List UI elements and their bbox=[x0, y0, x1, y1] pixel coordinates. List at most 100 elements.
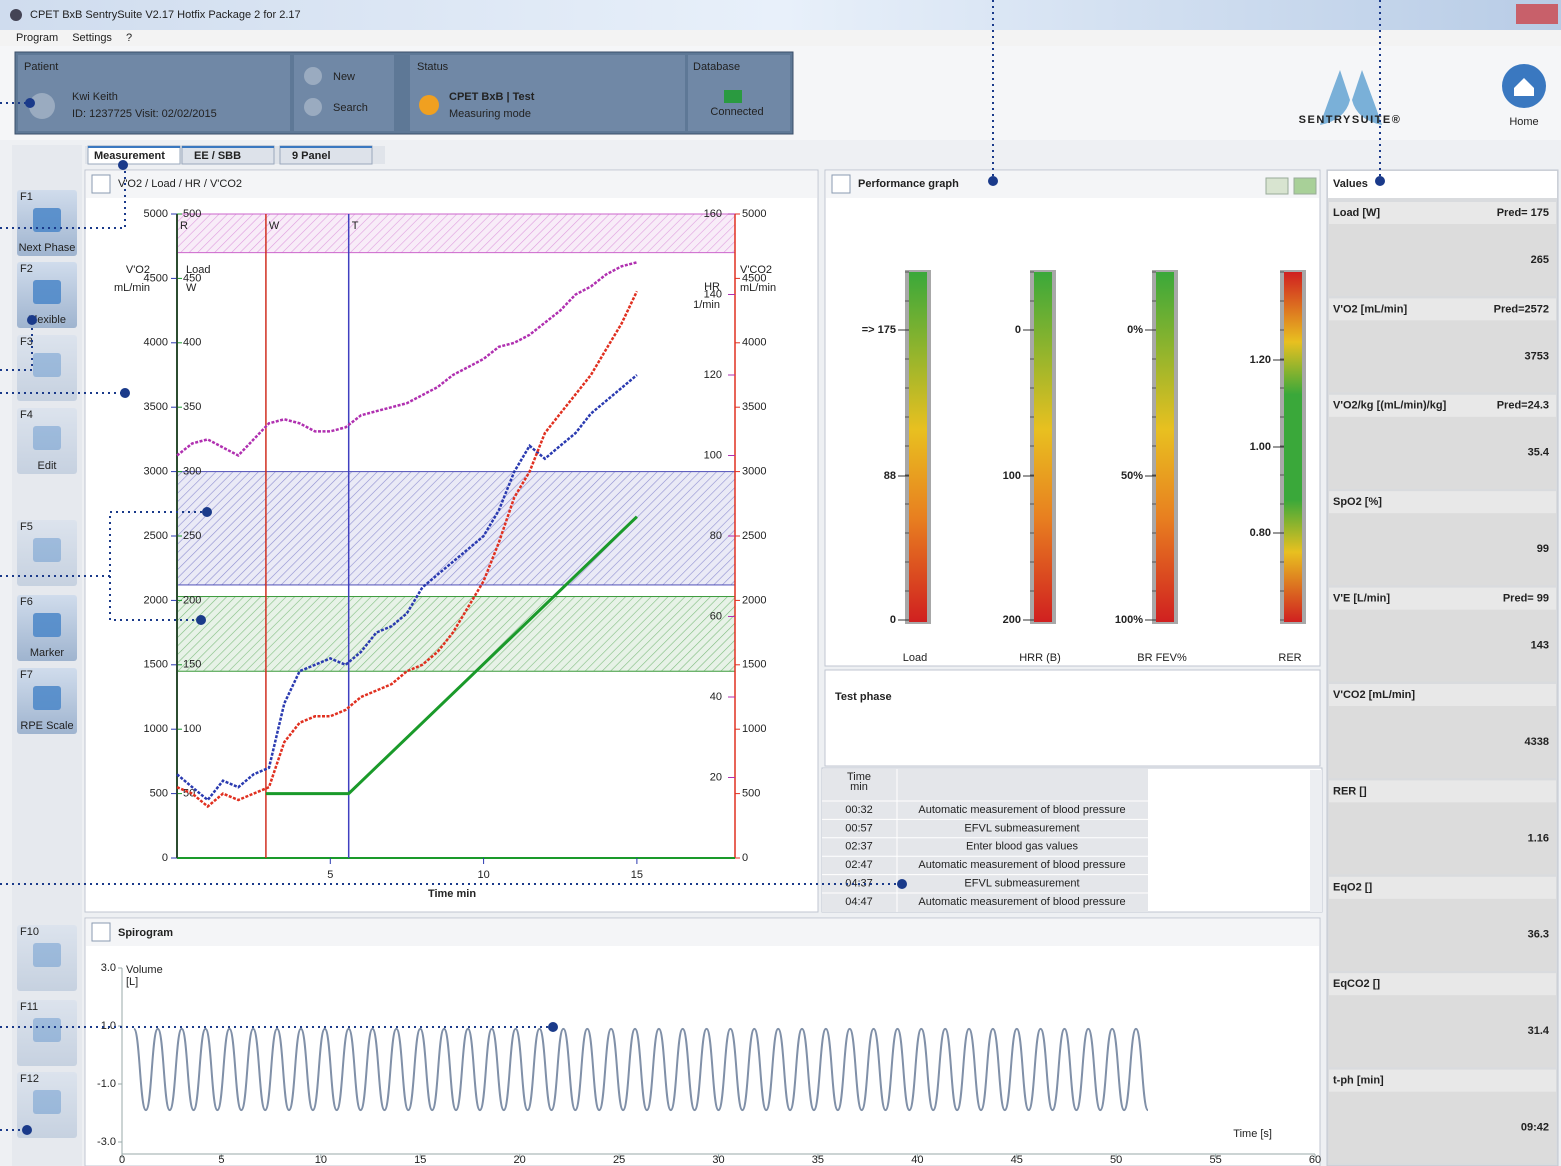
gauge-label: Load bbox=[903, 652, 927, 664]
panel-header bbox=[86, 171, 817, 198]
function-button[interactable] bbox=[17, 1072, 77, 1138]
value-tile-header bbox=[1329, 684, 1556, 706]
view-toggle[interactable] bbox=[1265, 177, 1289, 195]
value-label: EqCO2 [] bbox=[1333, 978, 1380, 990]
axis-label: 1/min bbox=[693, 299, 720, 311]
y-tick-label: 4000 bbox=[144, 337, 168, 349]
edit-icon[interactable] bbox=[91, 174, 111, 194]
menu-item[interactable]: Program bbox=[16, 32, 58, 44]
x-tick-label: 0 bbox=[119, 1154, 125, 1166]
home-icon bbox=[1514, 78, 1534, 96]
y-tick-label: 0 bbox=[162, 852, 168, 864]
patient-actions bbox=[294, 55, 394, 131]
value-label: V'O2/kg [(mL/min)/kg] bbox=[1333, 400, 1447, 412]
status-text: CPET BxB | Test bbox=[449, 91, 535, 103]
status-panel bbox=[410, 55, 685, 131]
tab-label[interactable]: Measurement bbox=[94, 150, 165, 162]
function-button[interactable] bbox=[17, 408, 77, 474]
new-icon[interactable] bbox=[304, 67, 322, 85]
callout-dot bbox=[25, 98, 35, 108]
value-pred: Pred= 175 bbox=[1497, 207, 1549, 219]
value-label: EqO2 [] bbox=[1333, 882, 1372, 894]
gauge-tick-label: 1.20 bbox=[1250, 354, 1271, 366]
value-tile-header bbox=[1329, 298, 1556, 321]
home-label[interactable]: Home bbox=[1509, 116, 1538, 128]
axis-label: Load bbox=[186, 264, 210, 276]
gauge bbox=[1156, 272, 1174, 622]
function-button[interactable] bbox=[17, 1000, 77, 1066]
x-tick-label: 5 bbox=[218, 1154, 224, 1166]
logo-icon bbox=[1320, 70, 1382, 125]
menu-item[interactable]: Settings bbox=[72, 32, 112, 44]
function-button[interactable] bbox=[17, 925, 77, 991]
gauge-tick-label: 0 bbox=[890, 614, 896, 626]
y-tick-label: 3.0 bbox=[101, 962, 116, 974]
button-icon bbox=[33, 943, 61, 967]
value-tile-header bbox=[1329, 876, 1556, 899]
x-tick-label: 30 bbox=[712, 1154, 724, 1166]
x-tick-label: 60 bbox=[1309, 1154, 1321, 1166]
view-toggle[interactable] bbox=[1293, 177, 1317, 195]
function-key: F4 bbox=[20, 409, 33, 421]
table-cell: 04:47 bbox=[845, 896, 873, 908]
y-tick-label: 3000 bbox=[742, 466, 766, 478]
x-tick-label: 20 bbox=[514, 1154, 526, 1166]
panel-header bbox=[86, 919, 1319, 946]
close-button[interactable] bbox=[1516, 4, 1558, 24]
menu-item[interactable]: ? bbox=[126, 32, 132, 44]
button-icon bbox=[33, 426, 61, 450]
axis-label: mL/min bbox=[740, 282, 776, 294]
panel-heading: Status bbox=[417, 61, 449, 73]
tab-label[interactable]: EE / SBB bbox=[194, 150, 241, 162]
scrollbar[interactable] bbox=[1310, 770, 1322, 912]
panel-header bbox=[1328, 171, 1557, 198]
value-tile-header bbox=[1329, 973, 1556, 996]
events-table bbox=[822, 769, 1148, 912]
status-mode: Measuring mode bbox=[449, 108, 531, 120]
y-tick-label: 1500 bbox=[144, 659, 168, 671]
y-tick-label: 3500 bbox=[144, 401, 168, 413]
test-phase-panel bbox=[824, 669, 1321, 767]
app-icon bbox=[10, 9, 22, 21]
axis-label: Time min bbox=[428, 888, 476, 900]
search-button[interactable]: Search bbox=[333, 102, 368, 114]
patient-panel bbox=[18, 55, 290, 131]
callout-dot bbox=[897, 879, 907, 889]
data-line bbox=[176, 374, 638, 802]
callout-line bbox=[0, 320, 33, 371]
button-icon bbox=[33, 538, 61, 562]
value-number: 36.3 bbox=[1528, 929, 1549, 941]
function-label: Next Phase bbox=[19, 242, 76, 254]
value-tile-header bbox=[1329, 587, 1556, 610]
search-icon[interactable] bbox=[304, 98, 322, 116]
gauge-label: HRR (B) bbox=[1019, 652, 1061, 664]
y-tick-label: 300 bbox=[183, 466, 201, 478]
new-button[interactable]: New bbox=[333, 71, 355, 83]
tab-label[interactable]: 9 Panel bbox=[292, 150, 331, 162]
y-tick-label: 1000 bbox=[742, 723, 766, 735]
table-cell: EFVL submeasurement bbox=[964, 878, 1079, 890]
gauge-tick-label: 50% bbox=[1121, 470, 1143, 482]
y-tick-label: 100 bbox=[704, 449, 722, 461]
button-icon bbox=[33, 208, 61, 232]
table-cell: 00:57 bbox=[845, 822, 873, 834]
y-tick-label: 2500 bbox=[742, 530, 766, 542]
function-label: RPE Scale bbox=[20, 720, 73, 732]
y-tick-label: 400 bbox=[183, 337, 201, 349]
callout-dot bbox=[27, 315, 37, 325]
function-button[interactable] bbox=[17, 335, 77, 401]
value-tile-header bbox=[1329, 394, 1556, 417]
x-tick-label: 5 bbox=[327, 869, 333, 881]
edit-icon[interactable] bbox=[831, 174, 851, 194]
x-tick-label: 35 bbox=[812, 1154, 824, 1166]
axis-label: HR bbox=[704, 281, 720, 293]
spirogram-panel bbox=[84, 917, 1321, 1166]
edit-icon[interactable] bbox=[91, 922, 111, 942]
volume-curve bbox=[132, 1027, 1149, 1112]
axis-label: V'O2 bbox=[126, 264, 150, 276]
callout-dot bbox=[120, 388, 130, 398]
y-tick-label: 80 bbox=[710, 530, 722, 542]
y-tick-label: 150 bbox=[183, 659, 201, 671]
tab-accent bbox=[182, 146, 274, 148]
function-button[interactable] bbox=[17, 520, 77, 586]
